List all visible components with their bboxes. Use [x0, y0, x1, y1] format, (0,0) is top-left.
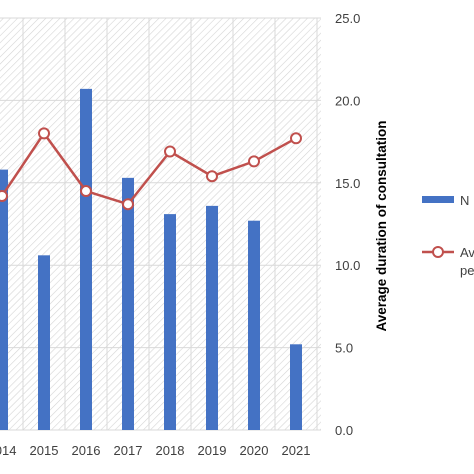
bar: [80, 88, 92, 430]
x-tick-label: 2019: [198, 443, 227, 458]
line-point: [206, 170, 218, 183]
line-point: [0, 189, 8, 202]
legend-bar-label: N: [460, 193, 469, 208]
right-axis-tick-labels: 0.0 5.0 10.0 15.0 20.0 25.0: [335, 11, 360, 438]
x-tick-label: 2017: [114, 443, 143, 458]
vertical-gridlines: [22, 18, 318, 430]
bar-series: [0, 88, 302, 430]
y2-tick-label: 0.0: [335, 423, 353, 438]
x-tick-label: 2016: [72, 443, 101, 458]
line-point: [248, 155, 260, 168]
y2-tick-label: 5.0: [335, 341, 353, 356]
x-tick-label: 2014: [0, 443, 16, 458]
legend-line-label: Av: [460, 245, 474, 260]
bar: [206, 205, 218, 430]
line-point: [290, 132, 302, 145]
bar: [290, 344, 302, 430]
line-series-path: [0, 131, 297, 206]
y2-tick-label: 10.0: [335, 258, 360, 273]
line-series-markers: [0, 127, 302, 211]
line-point: [80, 185, 92, 198]
bar: [122, 177, 134, 430]
bar: [248, 220, 260, 430]
line-point: [164, 145, 176, 158]
x-tick-label: 2018: [156, 443, 185, 458]
legend: N Av pe: [422, 193, 474, 278]
y2-tick-label: 25.0: [335, 11, 360, 26]
line-point: [38, 127, 50, 140]
x-tick-label: 2020: [240, 443, 269, 458]
x-tick-label: 2015: [30, 443, 59, 458]
legend-line-label-continued: pe: [460, 263, 474, 278]
y2-tick-label: 20.0: [335, 93, 360, 108]
y2-tick-label: 15.0: [335, 176, 360, 191]
bar: [164, 214, 176, 430]
legend-bar-swatch: [422, 196, 454, 203]
bar: [0, 169, 8, 430]
plot-area: [0, 18, 321, 430]
line-point: [122, 198, 134, 211]
right-axis-title: Average duration of consultation: [374, 120, 389, 331]
horizontal-gridlines: [0, 17, 321, 431]
legend-line-marker: [432, 246, 444, 258]
x-tick-label: 2021: [282, 443, 311, 458]
x-axis-tick-labels: 2014 2015 2016 2017 2018 2019 2020 2021: [0, 443, 310, 458]
bar: [38, 255, 50, 430]
